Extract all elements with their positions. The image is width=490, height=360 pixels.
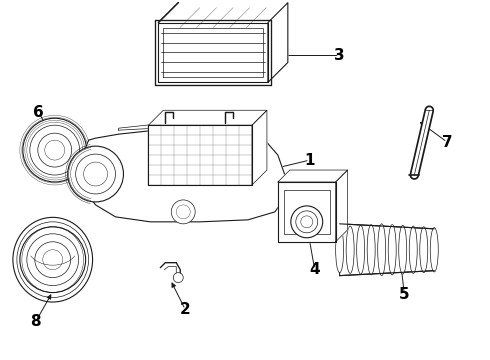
Circle shape — [301, 216, 313, 228]
Circle shape — [176, 205, 190, 219]
Circle shape — [296, 211, 318, 233]
Polygon shape — [158, 23, 268, 82]
Text: 1: 1 — [304, 153, 315, 167]
Text: 8: 8 — [30, 314, 41, 329]
Text: 6: 6 — [33, 105, 44, 120]
Circle shape — [27, 234, 78, 285]
Ellipse shape — [367, 225, 375, 275]
Text: 7: 7 — [442, 135, 453, 150]
Circle shape — [75, 154, 116, 194]
Polygon shape — [148, 125, 252, 185]
Polygon shape — [252, 110, 267, 185]
Circle shape — [38, 133, 72, 167]
Ellipse shape — [399, 225, 407, 274]
Polygon shape — [268, 3, 288, 82]
Polygon shape — [81, 128, 285, 222]
Ellipse shape — [336, 227, 343, 273]
Circle shape — [45, 140, 65, 160]
Circle shape — [172, 200, 195, 224]
Ellipse shape — [13, 217, 93, 302]
Ellipse shape — [420, 227, 428, 273]
Circle shape — [35, 242, 71, 278]
Text: 3: 3 — [334, 48, 345, 63]
Ellipse shape — [378, 224, 386, 276]
Polygon shape — [278, 182, 336, 242]
Polygon shape — [278, 170, 347, 182]
Circle shape — [30, 125, 80, 175]
Circle shape — [68, 146, 123, 202]
Ellipse shape — [346, 226, 354, 273]
Circle shape — [291, 206, 323, 238]
Polygon shape — [158, 3, 178, 23]
Circle shape — [23, 118, 87, 182]
Bar — [284, 190, 330, 234]
Ellipse shape — [357, 225, 365, 274]
Text: 5: 5 — [399, 287, 410, 302]
Polygon shape — [119, 122, 255, 140]
Circle shape — [84, 162, 107, 186]
Ellipse shape — [388, 225, 396, 275]
Polygon shape — [336, 170, 347, 242]
Circle shape — [20, 227, 86, 293]
Circle shape — [173, 273, 183, 283]
Text: 4: 4 — [309, 262, 320, 277]
Ellipse shape — [430, 228, 438, 272]
Polygon shape — [340, 224, 434, 276]
Circle shape — [43, 250, 63, 270]
Ellipse shape — [409, 226, 417, 273]
Polygon shape — [148, 110, 267, 125]
Text: 2: 2 — [180, 302, 191, 317]
